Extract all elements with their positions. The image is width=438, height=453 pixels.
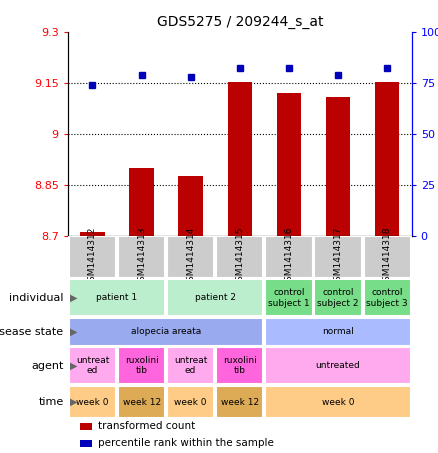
- Bar: [69, 236, 116, 278]
- Bar: [69, 386, 116, 419]
- Text: GSM1414316: GSM1414316: [284, 227, 293, 287]
- Text: ▶: ▶: [70, 361, 78, 371]
- Bar: [314, 280, 362, 316]
- Text: untreated: untreated: [316, 361, 360, 370]
- Text: untreat
ed: untreat ed: [174, 356, 207, 376]
- Text: control
subject 1: control subject 1: [268, 288, 310, 308]
- Bar: [118, 386, 165, 419]
- Bar: [80, 440, 92, 447]
- Text: percentile rank within the sample: percentile rank within the sample: [99, 439, 274, 448]
- Bar: [118, 236, 165, 278]
- Text: ruxolini
tib: ruxolini tib: [223, 356, 257, 376]
- Text: disease state: disease state: [0, 327, 64, 337]
- Title: GDS5275 / 209244_s_at: GDS5275 / 209244_s_at: [156, 15, 323, 29]
- Bar: [326, 97, 350, 236]
- Bar: [167, 236, 214, 278]
- Text: ▶: ▶: [70, 327, 78, 337]
- Bar: [364, 236, 411, 278]
- Text: control
subject 3: control subject 3: [366, 288, 408, 308]
- Bar: [265, 347, 411, 384]
- Text: ▶: ▶: [70, 293, 78, 303]
- Bar: [265, 386, 411, 419]
- Text: week 0: week 0: [76, 398, 109, 406]
- Text: GSM1414318: GSM1414318: [383, 227, 392, 287]
- Text: agent: agent: [31, 361, 64, 371]
- Bar: [265, 318, 411, 346]
- Text: week 12: week 12: [221, 398, 259, 406]
- Bar: [69, 347, 116, 384]
- Bar: [118, 347, 165, 384]
- Bar: [314, 236, 362, 278]
- Bar: [69, 318, 263, 346]
- Bar: [265, 236, 312, 278]
- Bar: [364, 280, 411, 316]
- Text: individual: individual: [9, 293, 64, 303]
- Text: week 0: week 0: [174, 398, 207, 406]
- Bar: [167, 347, 214, 384]
- Text: control
subject 2: control subject 2: [317, 288, 359, 308]
- Text: time: time: [38, 397, 64, 407]
- Bar: [216, 236, 263, 278]
- Bar: [167, 280, 263, 316]
- Bar: [277, 93, 301, 236]
- Text: alopecia areata: alopecia areata: [131, 328, 201, 336]
- Bar: [80, 232, 105, 236]
- Text: GSM1414312: GSM1414312: [88, 227, 97, 287]
- Bar: [178, 176, 203, 236]
- Text: patient 1: patient 1: [96, 294, 138, 302]
- Bar: [265, 280, 312, 316]
- Bar: [129, 168, 154, 236]
- Bar: [167, 386, 214, 419]
- Text: week 0: week 0: [322, 398, 354, 406]
- Bar: [69, 280, 165, 316]
- Text: patient 2: patient 2: [195, 294, 236, 302]
- Text: untreat
ed: untreat ed: [76, 356, 109, 376]
- Bar: [375, 82, 399, 236]
- Text: GSM1414313: GSM1414313: [137, 227, 146, 287]
- Bar: [216, 386, 263, 419]
- Text: week 12: week 12: [123, 398, 161, 406]
- Text: normal: normal: [322, 328, 354, 336]
- Text: transformed count: transformed count: [99, 421, 196, 432]
- Bar: [227, 82, 252, 236]
- Bar: [216, 347, 263, 384]
- Text: GSM1414317: GSM1414317: [334, 227, 343, 287]
- Text: ruxolini
tib: ruxolini tib: [125, 356, 159, 376]
- Text: GSM1414314: GSM1414314: [186, 227, 195, 287]
- Bar: [80, 423, 92, 430]
- Text: ▶: ▶: [70, 397, 78, 407]
- Text: GSM1414315: GSM1414315: [235, 227, 244, 287]
